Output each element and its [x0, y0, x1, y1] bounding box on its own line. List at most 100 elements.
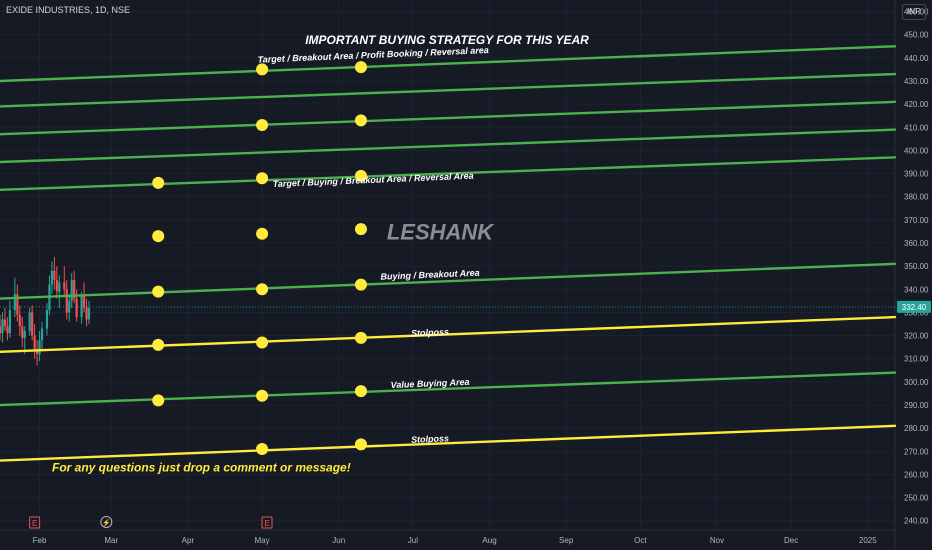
y-tick-label[interactable]: 330.00: [904, 308, 929, 317]
y-tick-label[interactable]: 370.00: [904, 216, 929, 225]
candle-body[interactable]: [70, 280, 73, 301]
candle-body[interactable]: [73, 280, 76, 299]
marker-dot[interactable]: [354, 169, 367, 182]
marker-dot[interactable]: [152, 285, 165, 298]
marker-dot[interactable]: [256, 172, 269, 185]
y-tick-label[interactable]: 320.00: [904, 332, 929, 341]
y-tick-label[interactable]: 290.00: [904, 401, 929, 410]
zone-label[interactable]: Stolposs: [411, 327, 449, 339]
candle-body[interactable]: [3, 319, 7, 327]
marker-dot[interactable]: [256, 336, 269, 349]
marker-dot[interactable]: [256, 389, 269, 402]
candle-body[interactable]: [31, 312, 34, 336]
y-tick-label[interactable]: 350.00: [904, 262, 929, 271]
zone-label[interactable]: Value Buying Area: [390, 377, 469, 390]
x-tick-label[interactable]: Feb: [33, 536, 47, 545]
y-tick-label[interactable]: 240.00: [904, 517, 929, 526]
dividend-event-icon[interactable]: [100, 516, 113, 528]
y-tick-label[interactable]: 460.00: [904, 8, 929, 17]
green-trend-line[interactable]: [0, 128, 897, 164]
marker-dot[interactable]: [354, 114, 367, 127]
candle-body[interactable]: [68, 300, 71, 313]
candle-body[interactable]: [28, 312, 31, 331]
x-tick-label[interactable]: Dec: [784, 536, 798, 545]
y-tick-label[interactable]: 340.00: [904, 285, 929, 294]
candle-body[interactable]: [35, 349, 39, 355]
chart-title[interactable]: IMPORTANT BUYING STRATEGY FOR THIS YEAR: [305, 33, 589, 47]
candle-body[interactable]: [18, 314, 21, 327]
marker-dot[interactable]: [152, 338, 165, 351]
last-price-tag[interactable]: [897, 300, 931, 313]
note-text[interactable]: For any questions just drop a comment or…: [52, 461, 351, 475]
y-tick-label[interactable]: 260.00: [904, 470, 929, 479]
yellow-trend-line[interactable]: [0, 424, 897, 462]
y-tick-label[interactable]: 300.00: [904, 378, 929, 387]
candle-body[interactable]: [53, 270, 56, 281]
yellow-trend-line[interactable]: [0, 315, 897, 353]
x-tick-label[interactable]: Mar: [104, 536, 118, 545]
marker-dot[interactable]: [152, 230, 165, 243]
marker-dot[interactable]: [256, 283, 269, 296]
candle-body[interactable]: [6, 326, 9, 334]
candle-body[interactable]: [16, 293, 19, 315]
y-tick-label[interactable]: 310.00: [904, 355, 929, 364]
y-tick-label[interactable]: 440.00: [904, 54, 929, 63]
y-tick-label[interactable]: 410.00: [904, 123, 929, 132]
marker-dot[interactable]: [152, 394, 165, 407]
currency-label[interactable]: INR: [902, 4, 926, 20]
candle-body[interactable]: [1, 319, 4, 334]
candle-body[interactable]: [55, 280, 58, 292]
y-tick-label[interactable]: 250.00: [904, 494, 929, 503]
green-trend-line[interactable]: [0, 100, 897, 136]
marker-dot[interactable]: [354, 438, 367, 451]
y-tick-label[interactable]: 380.00: [904, 193, 929, 202]
x-tick-label[interactable]: Jun: [332, 536, 345, 545]
x-tick-label[interactable]: Jul: [408, 536, 418, 545]
candle-body[interactable]: [40, 328, 44, 341]
x-tick-label[interactable]: May: [255, 536, 270, 545]
x-tick-label[interactable]: Oct: [634, 536, 647, 545]
x-tick-label[interactable]: Sep: [559, 536, 574, 545]
marker-dot[interactable]: [256, 63, 269, 76]
candle-body[interactable]: [82, 296, 86, 308]
dividend-event-label[interactable]: ⚡: [102, 518, 111, 527]
x-tick-label[interactable]: 2025: [859, 536, 877, 545]
candle-body[interactable]: [50, 270, 54, 285]
candle-body[interactable]: [65, 289, 68, 313]
y-tick-label[interactable]: 270.00: [904, 447, 929, 456]
marker-dot[interactable]: [354, 61, 367, 74]
y-tick-label[interactable]: 430.00: [904, 77, 929, 86]
symbol-title[interactable]: EXIDE INDUSTRIES, 1D, NSE: [6, 5, 131, 15]
candle-body[interactable]: [33, 335, 36, 350]
y-tick-label[interactable]: 450.00: [904, 31, 929, 40]
candle-body[interactable]: [0, 326, 2, 334]
candle-body[interactable]: [85, 307, 88, 320]
candle-body[interactable]: [63, 282, 66, 290]
earnings-event-icon[interactable]: [261, 516, 273, 529]
x-tick-label[interactable]: Aug: [482, 536, 496, 545]
candle-body[interactable]: [21, 326, 24, 338]
y-tick-label[interactable]: 280.00: [904, 424, 929, 433]
y-tick-label[interactable]: 400.00: [904, 146, 929, 155]
marker-dot[interactable]: [354, 331, 367, 344]
marker-dot[interactable]: [354, 223, 367, 236]
candle-body[interactable]: [23, 330, 26, 338]
marker-dot[interactable]: [256, 227, 269, 240]
marker-dot[interactable]: [354, 278, 367, 291]
marker-dot[interactable]: [354, 385, 367, 398]
earnings-event-label[interactable]: E: [32, 519, 37, 528]
zone-label[interactable]: Stolposs: [411, 433, 449, 445]
candle-body[interactable]: [87, 307, 91, 320]
y-tick-label[interactable]: 390.00: [904, 170, 929, 179]
green-trend-line[interactable]: [0, 45, 897, 83]
candle-body[interactable]: [45, 310, 49, 329]
green-trend-line[interactable]: [0, 371, 897, 407]
candle-body[interactable]: [8, 310, 11, 334]
green-trend-line[interactable]: [0, 72, 897, 108]
marker-dot[interactable]: [256, 442, 269, 455]
x-tick-label[interactable]: Nov: [710, 536, 724, 545]
y-tick-label[interactable]: 420.00: [904, 100, 929, 109]
candle-body[interactable]: [58, 282, 61, 292]
